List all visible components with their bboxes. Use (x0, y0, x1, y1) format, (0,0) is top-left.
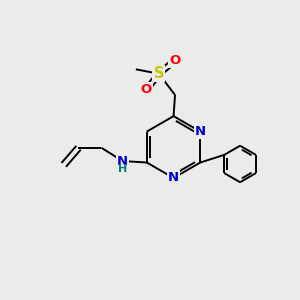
Text: O: O (169, 54, 181, 67)
Text: H: H (118, 164, 127, 174)
Text: N: N (195, 125, 206, 138)
Text: N: N (117, 154, 128, 167)
Text: S: S (154, 66, 164, 81)
Text: N: N (168, 172, 179, 184)
Text: O: O (141, 83, 152, 96)
